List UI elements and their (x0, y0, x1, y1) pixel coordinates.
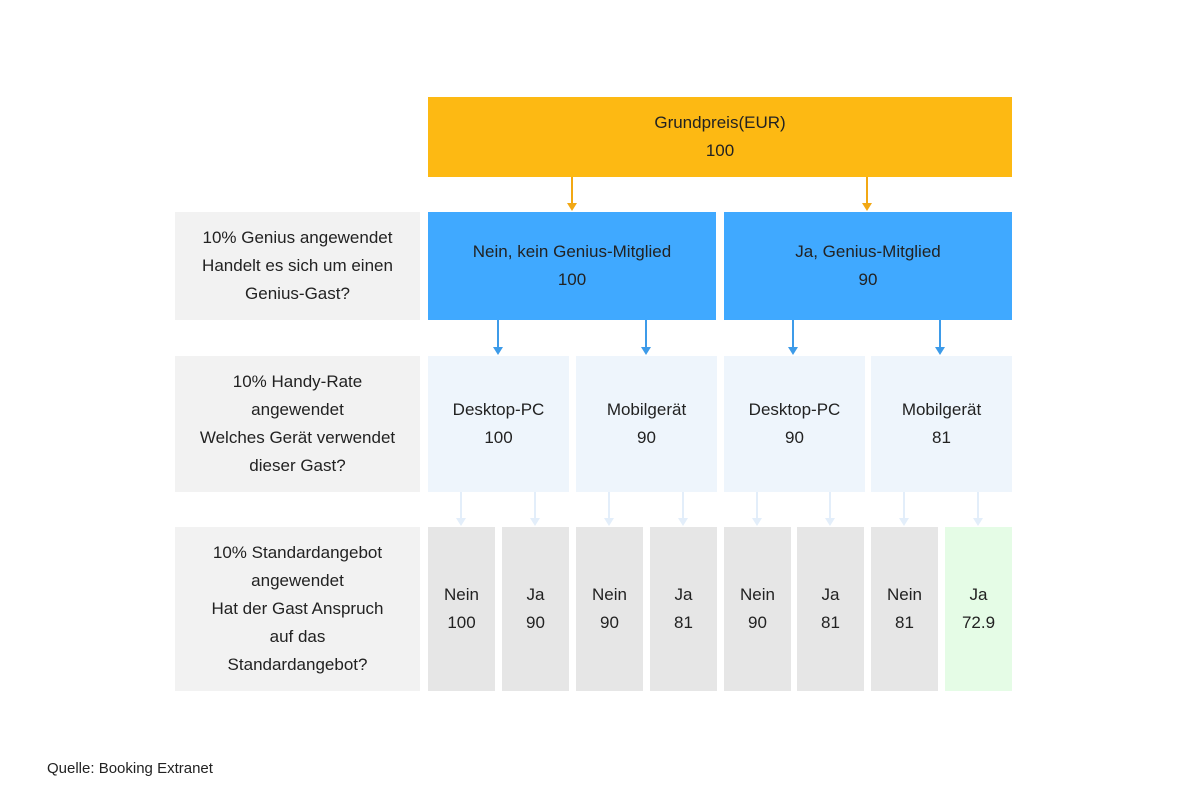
arrow-head (530, 518, 540, 526)
node-title: Ja (526, 585, 545, 604)
arrow-head (604, 518, 614, 526)
label-line: 10% Handy-Rate (232, 372, 363, 391)
label-line: angewendet (251, 400, 344, 419)
node-title: Nein (592, 585, 627, 604)
node-title: Nein (887, 585, 922, 604)
node-title: Nein (444, 585, 479, 604)
offer-node: Nein 90 (576, 527, 643, 691)
arrow-head (973, 518, 983, 526)
node-value: 81 (674, 613, 693, 632)
node-value: 90 (637, 428, 656, 447)
offer-node: Ja 81 (797, 527, 864, 691)
label-line: 10% Genius angewendet (202, 228, 393, 247)
device-node: Desktop-PC 90 (724, 356, 865, 492)
label-line: Handelt es sich um einen (202, 256, 393, 275)
row-label-genius: 10% Genius angewendet Handelt es sich um… (175, 212, 420, 320)
base-price-box: Grundpreis(EUR) 100 (428, 97, 1012, 177)
arrow-head (641, 347, 651, 355)
offer-node: Nein 100 (428, 527, 495, 691)
label-line: angewendet (251, 571, 344, 590)
row-label-device: 10% Handy-Rate angewendet Welches Gerät … (175, 356, 420, 492)
arrow-head (825, 518, 835, 526)
node-value: 90 (600, 613, 619, 632)
source-note: Quelle: Booking Extranet (47, 760, 213, 777)
device-node: Desktop-PC 100 (428, 356, 569, 492)
label-line: auf das (269, 627, 326, 646)
node-value: 90 (858, 270, 878, 289)
label-line: Standardangebot? (227, 655, 368, 674)
node-title: Nein (740, 585, 775, 604)
node-value: 90 (785, 428, 804, 447)
offer-node: Nein 81 (871, 527, 938, 691)
label-line: Hat der Gast Anspruch (211, 599, 384, 618)
arrow-head (493, 347, 503, 355)
node-value: 81 (821, 613, 840, 632)
device-node: Mobilgerät 90 (576, 356, 717, 492)
arrow-head (899, 518, 909, 526)
node-value: 90 (748, 613, 767, 632)
node-title: Ja (969, 585, 988, 604)
offer-node: Ja 90 (502, 527, 569, 691)
genius-node: Ja, Genius-Mitglied 90 (724, 212, 1012, 320)
arrow-head (456, 518, 466, 526)
base-price-title: Grundpreis(EUR) (654, 113, 786, 132)
node-title: Ja (674, 585, 693, 604)
arrow-head (862, 203, 872, 211)
node-title: Mobilgerät (901, 400, 982, 419)
label-line: 10% Standardangebot (212, 543, 383, 562)
node-title: Ja (821, 585, 840, 604)
base-price-value: 100 (705, 141, 735, 160)
arrow-head (752, 518, 762, 526)
node-value: 81 (932, 428, 951, 447)
node-value: 81 (895, 613, 914, 632)
offer-node: Ja 72.9 (945, 527, 1012, 691)
node-value: 100 (484, 428, 513, 447)
node-title: Desktop-PC (748, 400, 841, 419)
offer-node: Ja 81 (650, 527, 717, 691)
node-title: Mobilgerät (606, 400, 687, 419)
arrow-head (678, 518, 688, 526)
node-title: Ja, Genius-Mitglied (795, 242, 941, 261)
label-line: dieser Gast? (249, 456, 346, 475)
label-line: Welches Gerät verwendet (199, 428, 396, 447)
arrow-head (935, 347, 945, 355)
node-title: Desktop-PC (452, 400, 545, 419)
offer-node: Nein 90 (724, 527, 791, 691)
arrow-head (788, 347, 798, 355)
node-value: 100 (557, 270, 587, 289)
node-title: Nein, kein Genius-Mitglied (472, 242, 672, 261)
node-value: 100 (447, 613, 476, 632)
device-node: Mobilgerät 81 (871, 356, 1012, 492)
row-label-offer: 10% Standardangebot angewendet Hat der G… (175, 527, 420, 691)
label-line: Genius-Gast? (245, 284, 350, 303)
node-value: 72.9 (961, 613, 996, 632)
arrow-head (567, 203, 577, 211)
node-value: 90 (526, 613, 545, 632)
genius-node: Nein, kein Genius-Mitglied 100 (428, 212, 716, 320)
